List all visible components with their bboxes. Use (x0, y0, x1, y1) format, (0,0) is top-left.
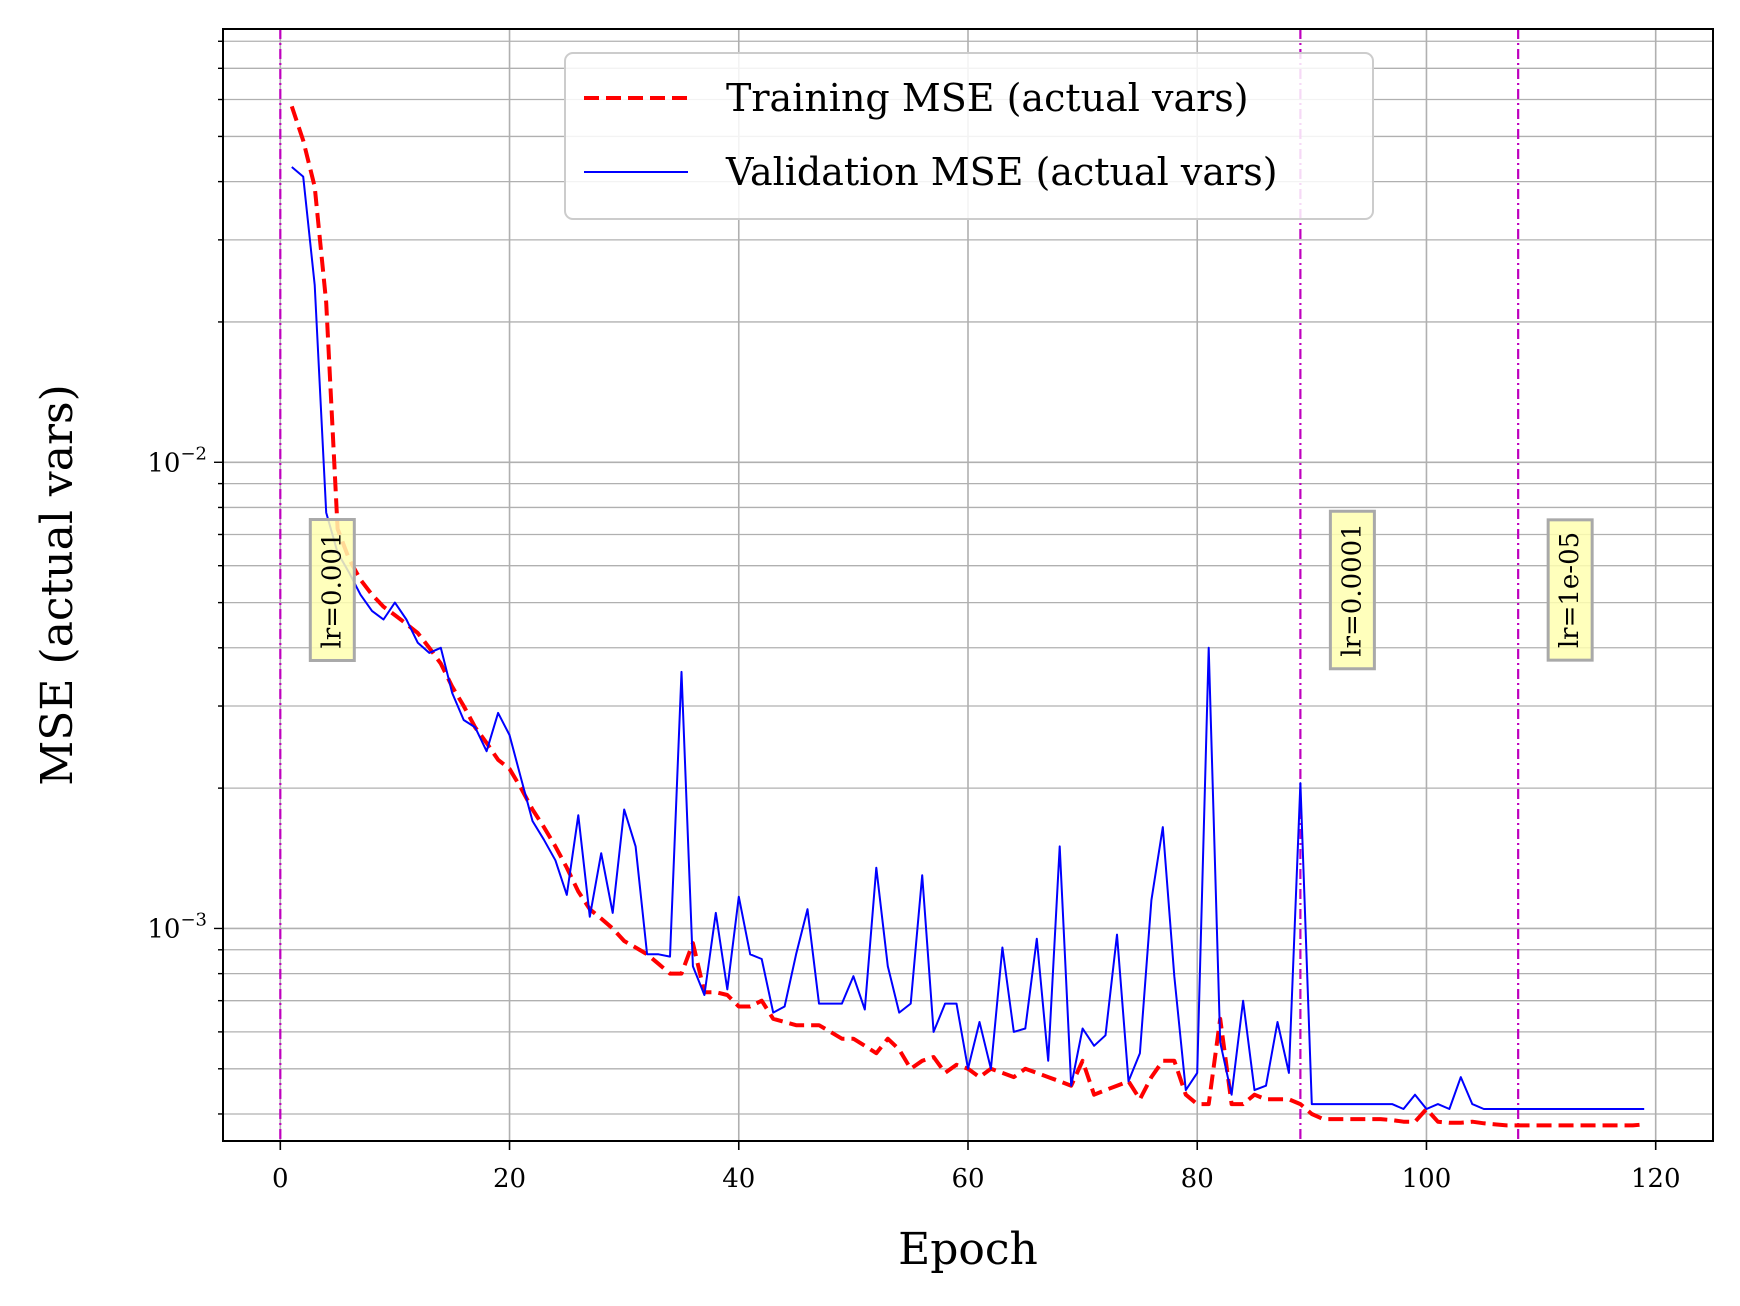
lr-annotation-label: lr=0.0001 (1337, 523, 1367, 657)
lr-annotation-0: lr=0.001 (308, 518, 356, 662)
x-tick-label: 60 (951, 1164, 984, 1194)
validation-mse-line (291, 166, 1645, 1110)
legend: Training MSE (actual vars) Validation MS… (564, 52, 1374, 220)
lr-annotation-label: lr=1e-05 (1555, 532, 1585, 648)
x-tick-label: 0 (272, 1164, 289, 1194)
lr-annotation-1: lr=0.0001 (1328, 509, 1376, 671)
lr-annotation-label: lr=0.001 (317, 532, 347, 649)
x-axis-label: Epoch (898, 1224, 1038, 1275)
y-tick-label: 10−3 (147, 909, 207, 944)
lr-annotation-box (308, 518, 356, 662)
x-tick-label: 80 (1181, 1164, 1214, 1194)
lr-annotation-2: lr=1e-05 (1546, 518, 1594, 662)
x-tick-label: 100 (1402, 1164, 1452, 1194)
plot-frame (222, 28, 1714, 1142)
legend-label-training: Training MSE (actual vars) (726, 76, 1249, 120)
y-axis-label: MSE (actual vars) (32, 384, 83, 786)
legend-box (564, 52, 1374, 220)
x-tick-label: 120 (1631, 1164, 1681, 1194)
lr-annotations: lr=0.001 lr=0.0001 lr=1e-05 (308, 509, 1594, 671)
y-tick-label: 10−2 (147, 443, 207, 478)
lr-annotation-box (1546, 518, 1594, 662)
series-lines (289, 105, 1645, 1128)
ticks: 0 20 40 60 80 100 120 10−3 10−2 (147, 40, 1681, 1194)
x-tick-label: 20 (493, 1164, 526, 1194)
legend-label-validation: Validation MSE (actual vars) (725, 150, 1278, 194)
lr-annotation-box (1328, 509, 1376, 671)
x-tick-label: 40 (722, 1164, 755, 1194)
